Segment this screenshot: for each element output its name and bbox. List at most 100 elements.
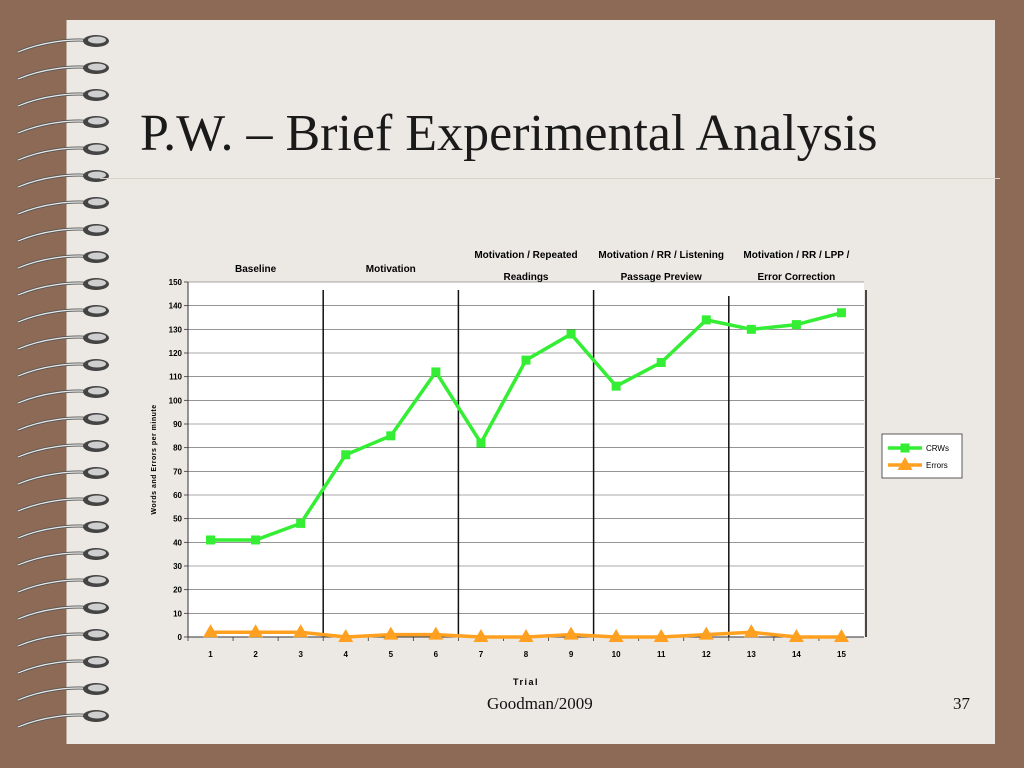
x-tick-label: 5 [389, 650, 394, 659]
x-tick-label: 10 [612, 650, 621, 659]
spiral-ring [17, 602, 109, 621]
y-tick-label: 70 [173, 467, 182, 476]
phase-label: Motivation / RR / LPP / [743, 250, 849, 261]
y-tick-label: 10 [173, 609, 182, 618]
phase-change-lines [322, 290, 867, 637]
spiral-ring [17, 35, 109, 54]
series-crws [206, 308, 846, 545]
x-tick-label: 15 [837, 650, 846, 659]
spiral-ring [17, 656, 109, 675]
y-tick-label: 130 [169, 325, 183, 334]
spiral-ring [17, 440, 109, 459]
data-point [791, 320, 801, 330]
data-point [386, 431, 396, 441]
legend-box [881, 433, 963, 479]
y-tick-label: 120 [169, 349, 183, 358]
y-tick-label: 20 [173, 586, 182, 595]
x-tick-label: 3 [298, 650, 303, 659]
data-point [611, 381, 621, 391]
spiral-ring [17, 116, 109, 135]
spiral-ring [17, 170, 109, 189]
phase-label: Baseline [235, 264, 277, 275]
y-tick-label: 0 [178, 633, 183, 642]
y-axis: 0 10 20 30 40 50 60 70 80 90 100 110 120 130 140 150 [169, 278, 189, 642]
y-tick-label: 100 [169, 396, 183, 405]
legend-marker [897, 457, 913, 470]
y-tick-label: 60 [173, 491, 182, 500]
spiral-ring [17, 89, 109, 108]
spiral-ring [17, 359, 109, 378]
y-tick-label: 110 [169, 373, 182, 382]
phase-label: Motivation [366, 264, 416, 275]
data-point [698, 626, 714, 640]
data-point [521, 355, 531, 365]
data-point [836, 308, 846, 318]
data-point [788, 629, 804, 642]
y-tick-label: 150 [169, 278, 183, 287]
footer-credit: Goodman/2009 [487, 694, 593, 713]
spiral-ring [17, 305, 109, 324]
legend-label: Errors [926, 461, 948, 470]
data-point [248, 624, 264, 638]
phase-labels: Baseline Motivation Motivation / Repeated R… [235, 250, 850, 283]
spiral-ring [17, 386, 109, 405]
data-point [296, 518, 306, 528]
legend-item: Errors [888, 457, 948, 470]
legend-label: CRWs [926, 444, 949, 453]
y-tick-label: 90 [173, 420, 182, 429]
x-axis-label: Trial [513, 677, 539, 687]
spiral-ring [17, 467, 109, 486]
series-layer [203, 308, 849, 642]
y-tick-label: 140 [169, 302, 183, 311]
data-point [656, 357, 666, 367]
spiral-ring [17, 224, 109, 243]
data-point [608, 629, 624, 642]
page-number: 37 [953, 694, 970, 713]
x-tick-label: 6 [434, 650, 439, 659]
legend: CRWs Errors [881, 433, 963, 479]
data-point [746, 324, 756, 334]
data-point [203, 624, 219, 638]
spiral-ring [17, 332, 109, 351]
spiral-ring [17, 494, 109, 513]
x-tick-label: 4 [344, 650, 349, 659]
data-point [338, 629, 354, 642]
spiral-ring [17, 143, 109, 162]
slide-title: P.W. – Brief Experimental Analysis [140, 105, 878, 162]
legend-item: CRWs [888, 443, 949, 453]
data-point [563, 626, 579, 640]
spiral-ring [17, 62, 109, 81]
data-point [566, 329, 576, 339]
series-errors [203, 624, 849, 642]
x-tick-label: 2 [253, 650, 258, 659]
x-tick-label: 9 [569, 650, 574, 659]
x-tick-label: 11 [657, 650, 666, 659]
x-tick-label: 14 [792, 650, 801, 659]
y-axis-label: Words and Errors per minute [151, 404, 158, 514]
spiral-ring [17, 521, 109, 540]
data-point [476, 438, 486, 448]
data-point [206, 535, 216, 545]
phase-label: Readings [503, 272, 548, 283]
data-point [341, 450, 351, 460]
data-point [428, 626, 444, 640]
data-point [833, 629, 849, 642]
plot-area [188, 282, 864, 637]
spiral-ring [17, 629, 109, 648]
spiral-ring [17, 278, 109, 297]
data-point [431, 367, 441, 377]
y-tick-label: 40 [173, 538, 182, 547]
phase-label: Motivation / Repeated [474, 250, 577, 261]
chart: Baseline Motivation Motivation / Repeated R… [151, 250, 963, 687]
data-point [518, 629, 534, 642]
y-tick-label: 30 [173, 562, 182, 571]
phase-label: Motivation / RR / Listening [598, 250, 724, 261]
legend-marker [900, 443, 910, 453]
data-point [251, 535, 261, 545]
data-point [701, 315, 711, 325]
y-tick-label: 80 [173, 444, 182, 453]
spiral-ring [17, 683, 109, 702]
x-tick-label: 7 [479, 650, 484, 659]
data-point [293, 624, 309, 638]
title-divider [100, 178, 1000, 179]
